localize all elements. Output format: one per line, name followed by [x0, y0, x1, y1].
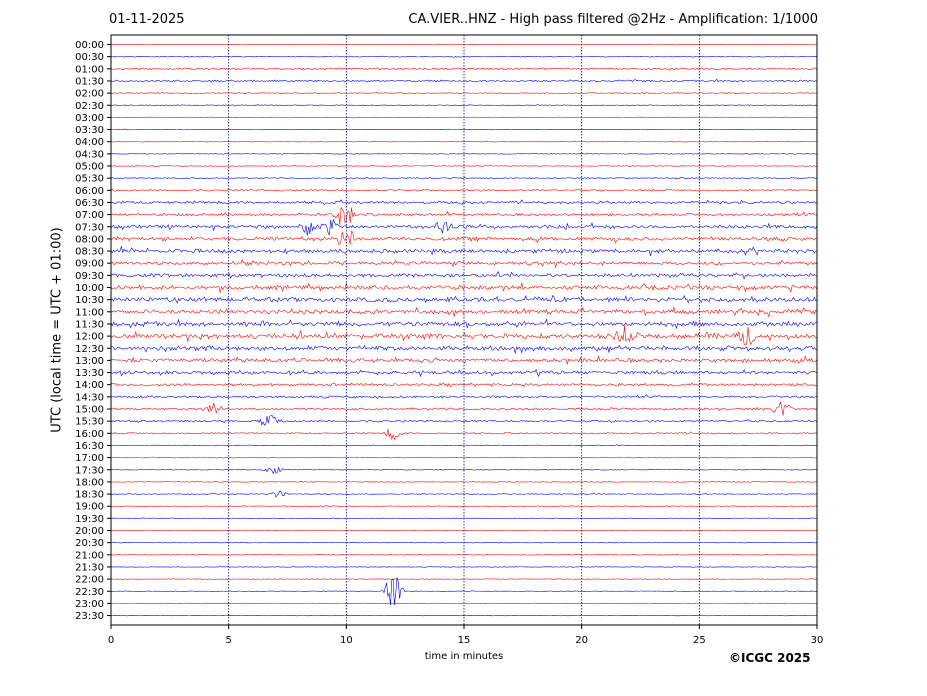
chart-title: CA.VIER..HNZ - High pass filtered @2Hz -… [408, 12, 818, 27]
y-tick-label: 12:00 [75, 332, 104, 343]
y-tick-label: 04:30 [75, 149, 104, 160]
date-label: 01-11-2025 [109, 12, 185, 27]
x-tick-label: 5 [225, 635, 231, 646]
x-axis-label: time in minutes [424, 651, 504, 662]
y-tick-label: 13:00 [75, 356, 104, 367]
x-tick-group: 0 5 10 15 20 25 30 [108, 625, 824, 646]
trace-1200 [110, 325, 818, 346]
y-tick-label: 11:00 [75, 307, 104, 318]
y-tick-label: 22:00 [75, 575, 104, 586]
copyright-label: ©ICGC 2025 [729, 651, 811, 665]
y-tick-label: 01:30 [75, 76, 104, 87]
trace-0430 [110, 153, 818, 155]
y-tick-label: 19:30 [75, 514, 104, 525]
trace-0730 [110, 218, 818, 236]
y-tick-label: 21:30 [75, 562, 104, 573]
y-tick-label: 20:30 [75, 538, 104, 549]
y-tick-label: 14:00 [75, 380, 104, 391]
y-tick-label: 07:30 [75, 222, 104, 233]
y-tick-label: 08:30 [75, 247, 104, 258]
trace-0830 [110, 245, 818, 257]
trace-0630 [110, 199, 817, 206]
y-tick-label: 14:30 [75, 392, 104, 403]
y-tick-label: 18:30 [75, 490, 104, 501]
trace-1500 [110, 401, 818, 416]
y-tick-label: 13:30 [75, 368, 104, 379]
trace-1530 [110, 415, 818, 426]
y-tick-label: 23:00 [75, 599, 104, 610]
y-tick-label: 15:30 [75, 417, 104, 428]
y-tick-label: 06:30 [75, 198, 104, 209]
y-tick-label: 09:00 [75, 259, 104, 270]
y-tick-label: 00:00 [75, 40, 104, 51]
y-tick-label: 04:00 [75, 137, 104, 148]
y-tick-label: 22:30 [75, 587, 104, 598]
y-tick-label: 03:00 [75, 113, 104, 124]
y-tick-label: 16:00 [75, 429, 104, 440]
x-tick-label: 15 [458, 635, 471, 646]
plot-frame [110, 34, 818, 626]
trace-0600 [110, 188, 818, 192]
y-tick-label: 03:30 [75, 125, 104, 136]
y-tick-label: 09:30 [75, 271, 104, 282]
y-tick-label: 23:30 [75, 611, 104, 622]
trace-0800 [110, 230, 817, 245]
trace-1600 [110, 429, 817, 441]
y-tick-label: 02:30 [75, 101, 104, 112]
x-tick-label: 30 [811, 635, 824, 646]
y-tick-label: 18:00 [75, 477, 104, 488]
y-tick-label: 16:30 [75, 441, 104, 452]
trace-1100 [110, 306, 818, 318]
y-tick-label: 00:30 [75, 52, 104, 63]
grid-group [228, 35, 700, 625]
trace-0400 [110, 141, 817, 143]
y-tick-label: 10:00 [75, 283, 104, 294]
y-tick-label: 10:30 [75, 295, 104, 306]
y-tick-label: 15:00 [75, 405, 104, 416]
trace-1230 [110, 344, 817, 354]
trace-0900 [110, 258, 818, 269]
trace-0700 [110, 207, 817, 225]
x-tick-label: 20 [575, 635, 588, 646]
trace-0530 [110, 176, 818, 180]
y-tick-label: 12:30 [75, 344, 104, 355]
y-tick-label: 07:00 [75, 210, 104, 221]
trace-1730 [110, 466, 817, 475]
trace-1800 [110, 481, 817, 483]
y-tick-label: 11:30 [75, 319, 104, 330]
y-tick-label: 20:00 [75, 526, 104, 537]
y-tick-label: 17:30 [75, 465, 104, 476]
y-tick-label: 06:00 [75, 186, 104, 197]
y-tick-label: 08:00 [75, 234, 104, 245]
y-tick-label: 19:00 [75, 502, 104, 513]
y-tick-label: 05:00 [75, 162, 104, 173]
y-tick-label: 05:30 [75, 174, 104, 185]
y-tick-label: 17:00 [75, 453, 104, 464]
y-tick-label: 02:00 [75, 89, 104, 100]
trace-1700 [110, 456, 817, 459]
y-tick-label: 01:00 [75, 64, 104, 75]
x-tick-label: 10 [340, 635, 353, 646]
y-tick-label: 21:00 [75, 550, 104, 561]
trace-0330 [110, 128, 817, 131]
trace-1430 [110, 394, 818, 399]
trace-1630 [110, 444, 817, 447]
trace-0500 [110, 165, 817, 167]
x-tick-label: 0 [108, 635, 114, 646]
x-tick-label: 25 [693, 635, 706, 646]
trace-1400 [110, 382, 817, 388]
